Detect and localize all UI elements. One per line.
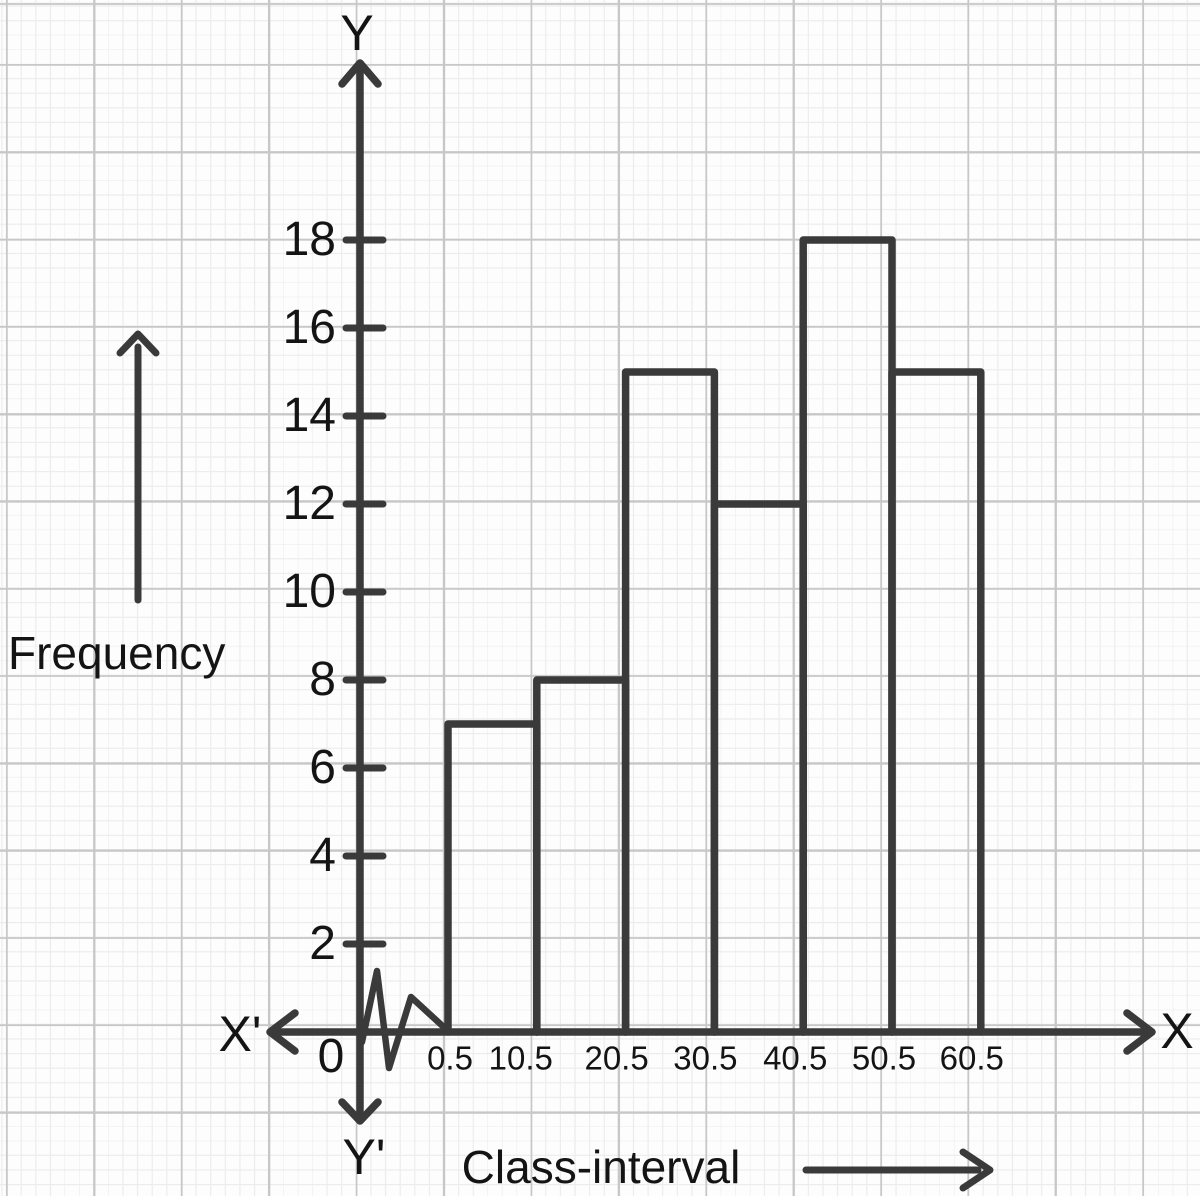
y-tick-label-14: 14 xyxy=(282,389,336,442)
histogram-bar-5 xyxy=(799,236,896,1036)
y-axis-label-negative: Y' xyxy=(342,1129,386,1185)
histogram-bar-1 xyxy=(444,720,541,1036)
x-tick-label-10.5: 10.5 xyxy=(488,1039,553,1077)
y-tick-label-8: 8 xyxy=(309,653,336,706)
x-tick-label-20.5: 20.5 xyxy=(584,1039,649,1077)
y-axis-down-arrow-icon xyxy=(338,1098,382,1125)
origin-label: 0 xyxy=(317,1030,345,1083)
x-tick-label-60.5: 60.5 xyxy=(939,1039,1004,1077)
y-axis-title: Frequency xyxy=(8,627,226,679)
x-axis-label-negative: X' xyxy=(218,1006,262,1062)
y-tick-label-6: 6 xyxy=(309,741,336,794)
frequency-arrow-head-icon xyxy=(116,330,160,357)
x-tick-label-30.5: 30.5 xyxy=(673,1039,738,1077)
x-tick-label-40.5: 40.5 xyxy=(763,1039,828,1077)
x-axis-label-positive: X xyxy=(1160,1003,1194,1059)
histogram-bar-6 xyxy=(888,368,985,1036)
x-tick-label-50.5: 50.5 xyxy=(851,1039,917,1077)
y-tick-label-2: 2 xyxy=(309,917,336,970)
class-interval-arrow-head-icon xyxy=(959,1148,994,1192)
x-axis-left-arrow-icon xyxy=(266,1009,299,1055)
y-axis-label-positive: Y xyxy=(340,5,374,61)
y-tick-label-16: 16 xyxy=(282,301,336,354)
y-tick-label-4: 4 xyxy=(309,829,336,882)
histogram-bar-3 xyxy=(621,368,719,1036)
histogram-bar-2 xyxy=(533,676,630,1036)
y-tick-label-10: 10 xyxy=(282,565,336,618)
x-tick-label-0.5: 0.5 xyxy=(427,1039,473,1077)
y-axis-up-arrow-icon xyxy=(338,59,382,88)
y-tick-label-12: 12 xyxy=(282,477,336,530)
x-axis-scale-break-zigzag xyxy=(358,967,452,1072)
histogram-bar-4 xyxy=(710,500,807,1036)
x-axis-title: Class-interval xyxy=(461,1141,741,1193)
y-tick-label-18: 18 xyxy=(282,213,336,266)
x-axis-right-arrow-icon xyxy=(1123,1009,1156,1055)
